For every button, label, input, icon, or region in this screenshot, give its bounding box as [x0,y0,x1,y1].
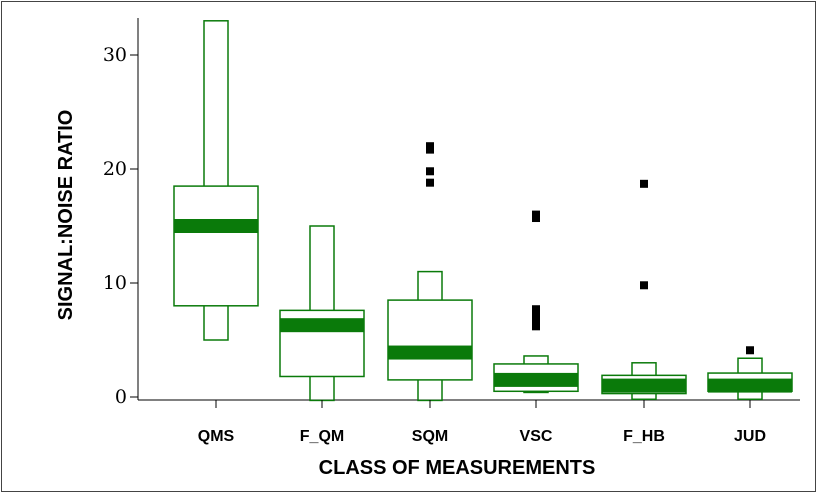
median-bar [494,372,578,387]
y-ticks: 0 10 20 30 [103,44,138,408]
box-f-hb [601,179,687,401]
x-ticks: QMS F_QM SQM VSC F_HB JUD [198,400,766,445]
median-bar [174,219,258,233]
interquartile-box [387,299,473,381]
x-tick-label: F_QM [300,428,344,445]
median-bar [280,318,364,333]
x-tick-label: VSC [520,428,553,445]
interquartile-box [173,185,259,307]
outlier-point [532,210,540,219]
axes [137,18,800,401]
box-vsc [493,210,579,394]
y-tick-label: 20 [103,158,127,180]
median-bar [388,345,472,360]
median-bar [602,378,686,393]
box-qms [173,20,259,341]
box-jud [707,346,793,401]
outlier-point [532,317,540,326]
y-tick-label: 0 [115,386,127,408]
outlier-point [426,142,434,151]
y-tick-label: 10 [103,272,127,294]
y-axis-title: SIGNAL:NOISE RATIO [55,110,77,321]
y-tick-label: 30 [103,44,127,66]
outlier-point [746,346,754,355]
outlier-point [532,312,540,321]
median-bar [708,378,792,393]
outlier-point [426,167,434,176]
outlier-point [640,281,648,290]
boxes [173,20,793,402]
x-axis-title: CLASS OF MEASUREMENTS [319,457,596,479]
outlier-point [532,305,540,314]
outlier-point [640,179,648,188]
whisker-range [203,20,229,341]
box-f-qm [279,225,365,402]
outlier-point [426,178,434,187]
box-sqm [387,142,473,402]
x-tick-label: SQM [412,428,448,445]
x-tick-label: F_HB [623,428,665,445]
x-tick-label: JUD [734,428,766,445]
outlier-point [532,322,540,331]
x-tick-label: QMS [198,428,235,445]
